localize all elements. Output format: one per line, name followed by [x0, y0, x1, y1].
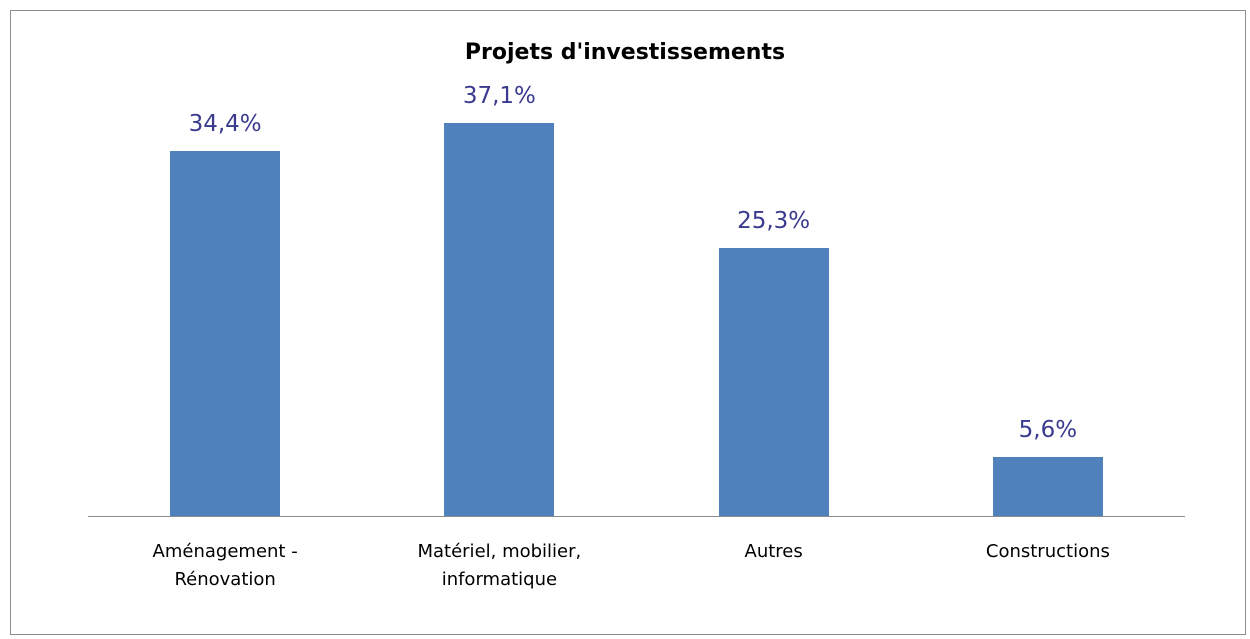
- chart-frame: [10, 10, 1246, 635]
- x-tick-label: Autres: [744, 541, 803, 562]
- value-label: 25,3%: [737, 207, 811, 234]
- x-tick-label: Matériel, mobilier, informatique: [417, 541, 582, 590]
- x-tick-label: Aménagement - Rénovation: [152, 541, 298, 590]
- bar: [170, 151, 281, 516]
- value-label: 37,1%: [462, 82, 536, 109]
- chart-title: Projets d'investissements: [464, 40, 786, 65]
- bar: [444, 122, 555, 516]
- value-label: 34,4%: [188, 111, 262, 138]
- bar: [718, 247, 829, 516]
- x-axis: [88, 516, 1185, 517]
- bar: [992, 456, 1103, 516]
- value-label: 5,6%: [1018, 416, 1078, 443]
- x-tick-label: Constructions: [985, 541, 1110, 562]
